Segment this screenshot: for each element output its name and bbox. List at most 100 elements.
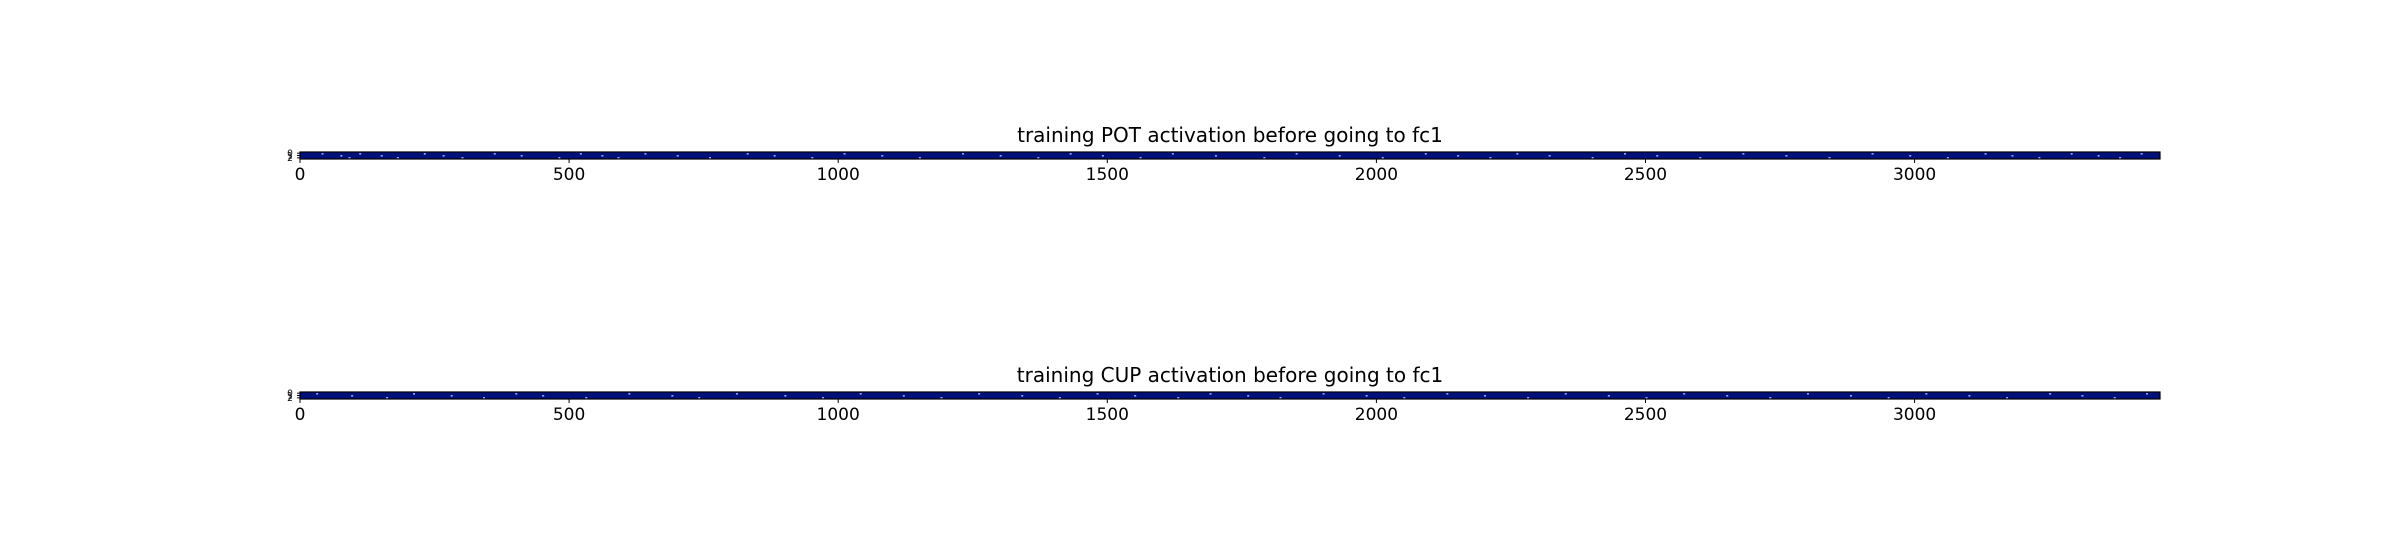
heatmap-cell-pot	[1214, 155, 1217, 157]
chart-title-pot: training POT activation before going to …	[1017, 123, 1443, 147]
heatmap-cell-pot	[1871, 153, 1874, 155]
heatmap-cell-cup	[351, 395, 354, 397]
heatmap-cell-cup	[542, 395, 545, 397]
heatmap-cell-cup	[413, 393, 416, 395]
y-tick-label: 1	[287, 152, 293, 162]
heatmap-cell-cup	[2081, 395, 2084, 397]
heatmap-cell-pot	[348, 157, 351, 159]
heatmap-cell-pot	[2140, 153, 2143, 155]
heatmap-cell-pot	[1069, 153, 1072, 155]
heatmap-cell-pot	[1591, 157, 1594, 159]
heatmap-cell-cup	[1683, 393, 1686, 395]
heatmap-cell-cup	[1247, 395, 1250, 397]
heatmap-cell-cup	[1403, 397, 1406, 399]
heatmap-cell-pot	[676, 155, 679, 157]
heatmap-cell-cup	[1209, 393, 1212, 395]
heatmap-cell-cup	[1645, 397, 1648, 399]
heatmap-cell-pot	[359, 153, 362, 155]
heatmap-cell-pot	[1037, 157, 1040, 159]
heatmap-cell-pot	[843, 153, 846, 155]
heatmap-cell-cup	[1564, 393, 1567, 395]
heatmap-cell-pot	[961, 153, 964, 155]
heatmap-cell-pot	[1457, 155, 1460, 157]
heatmap-cell-cup	[902, 395, 905, 397]
heatmap-cell-cup	[1925, 393, 1928, 395]
heatmap-panel-cup: training CUP activation before going to …	[287, 363, 2161, 425]
heatmap-cell-cup	[450, 395, 453, 397]
heatmap-cell-pot	[999, 155, 1002, 157]
x-tick-label: 500	[553, 165, 585, 185]
heatmap-cell-pot	[1742, 153, 1745, 155]
heatmap-cell-cup	[1058, 397, 1061, 399]
heatmap-cell-pot	[918, 157, 921, 159]
heatmap-cell-cup	[1365, 395, 1368, 397]
heatmap-cell-cup	[671, 395, 674, 397]
heatmap-cell-cup	[2146, 393, 2149, 395]
heatmap-cell-cup	[1726, 395, 1729, 397]
heatmap-cell-pot	[396, 157, 399, 159]
heatmap-cell-cup	[1446, 393, 1449, 395]
heatmap-cell-pot	[746, 153, 749, 155]
heatmap-cell-pot	[1548, 155, 1551, 157]
heatmap-cell-pot	[2119, 157, 2122, 159]
x-tick-label: 2500	[1624, 165, 1667, 185]
heatmap-cell-pot	[1984, 153, 1987, 155]
heatmap-cell-pot	[617, 157, 620, 159]
heatmap-cell-cup	[2113, 397, 2116, 399]
heatmap-cell-pot	[423, 153, 426, 155]
heatmap-cell-cup	[2006, 397, 2009, 399]
x-tick-label: 2500	[1624, 405, 1667, 425]
y-tick-label: 0	[287, 389, 293, 399]
heatmap-cell-cup	[628, 393, 631, 395]
x-tick-label: 2000	[1355, 165, 1398, 185]
heatmap-cell-pot	[380, 155, 383, 157]
x-tick-label: 500	[553, 405, 585, 425]
x-tick-label: 3000	[1893, 165, 1936, 185]
heatmap-cell-cup	[698, 397, 701, 399]
heatmap-cell-pot	[2097, 155, 2100, 157]
y-tick-label: 2	[287, 394, 293, 404]
heatmap-cell-cup	[1769, 397, 1772, 399]
heatmap-cell-cup	[482, 397, 485, 399]
heatmap-cell-pot	[1946, 157, 1949, 159]
heatmap-cell-pot	[558, 157, 561, 159]
heatmap-cell-cup	[978, 393, 981, 395]
heatmap-cell-pot	[1623, 153, 1626, 155]
heatmap-cell-pot	[1828, 157, 1831, 159]
heatmap-cell-cup	[1806, 393, 1809, 395]
heatmap-cell-pot	[321, 153, 324, 155]
heatmap-cell-cup	[822, 397, 825, 399]
heatmap-cell-cup	[386, 397, 389, 399]
heatmap-cell-pot	[340, 155, 343, 157]
heatmap-cell-pot	[773, 155, 776, 157]
heatmap-cell-pot	[709, 157, 712, 159]
x-tick-label: 1000	[817, 405, 860, 425]
heatmap-cell-cup	[1177, 397, 1180, 399]
x-tick-label: 1000	[817, 165, 860, 185]
heatmap-cell-cup	[585, 397, 588, 399]
heatmap-cell-cup	[1021, 395, 1024, 397]
heatmap-cell-cup	[1527, 397, 1530, 399]
heatmap-cell-pot	[1785, 155, 1788, 157]
heatmap-cell-pot	[644, 153, 647, 155]
heatmap-cell-cup	[1134, 395, 1137, 397]
heatmap-cell-pot	[1699, 157, 1702, 159]
heatmap-cell-cup	[1322, 393, 1325, 395]
heatmap-cell-pot	[461, 157, 464, 159]
heatmap-cell-cup	[1607, 395, 1610, 397]
heatmap-cell-cup	[1096, 393, 1099, 395]
heatmap-cell-cup	[1968, 395, 1971, 397]
heatmap-cell-cup	[859, 393, 862, 395]
heatmap-cell-pot	[520, 155, 523, 157]
heatmap-cell-cup	[940, 397, 943, 399]
x-tick-label: 1500	[1086, 165, 1129, 185]
heatmap-cell-pot	[579, 153, 582, 155]
heatmap-cell-cup	[1279, 397, 1282, 399]
heatmap-cell-cup	[735, 393, 738, 395]
heatmap-cell-pot	[2038, 157, 2041, 159]
heatmap-cell-pot	[1516, 153, 1519, 155]
heatmap-cell-pot	[1101, 155, 1104, 157]
heatmap-cell-cup	[2049, 393, 2052, 395]
heatmap-cell-pot	[601, 155, 604, 157]
